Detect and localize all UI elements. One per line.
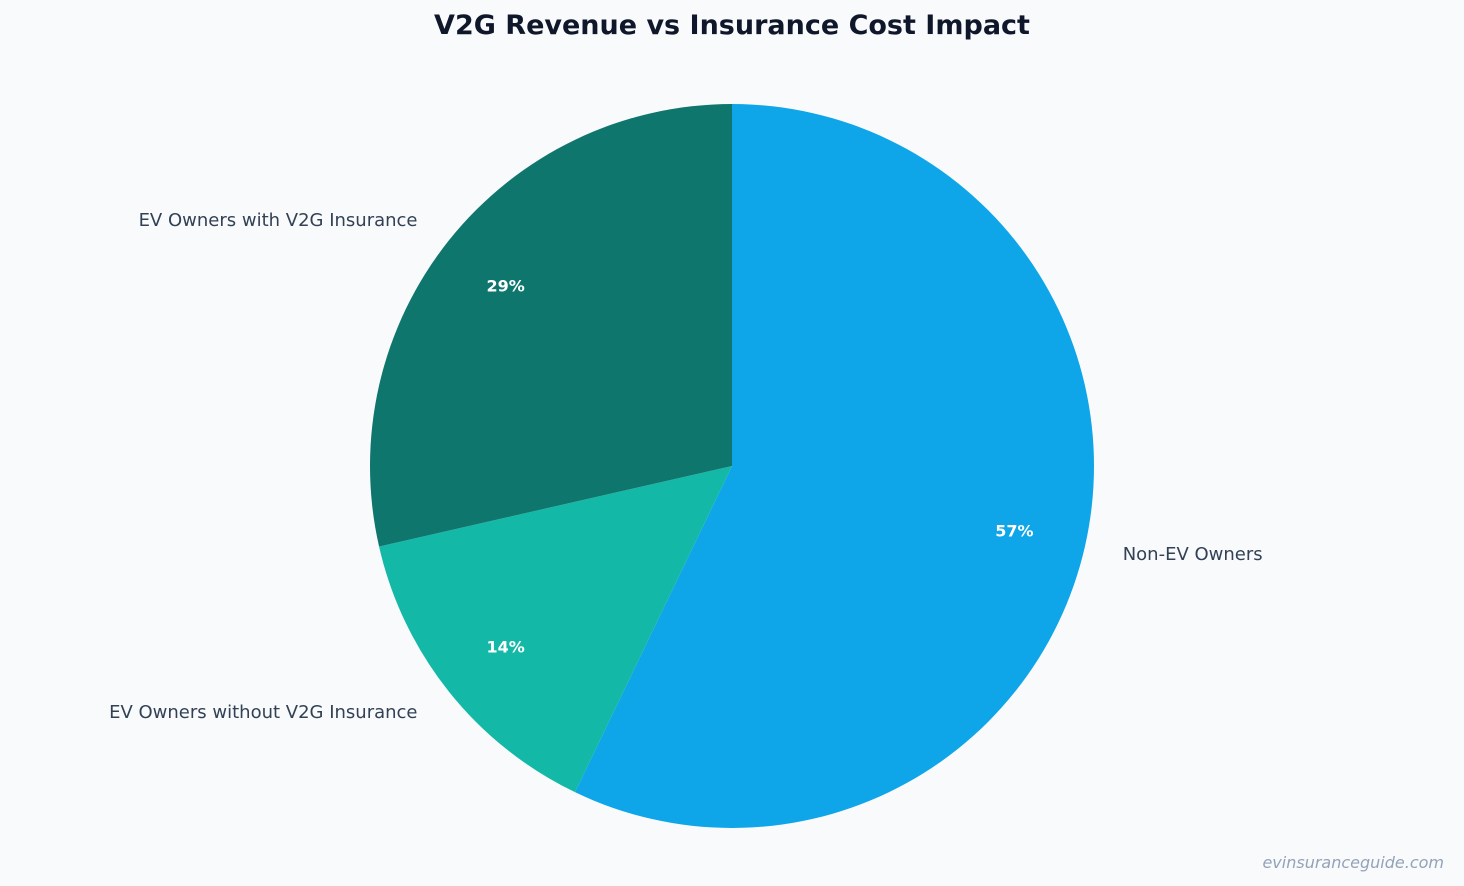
chart-title: V2G Revenue vs Insurance Cost Impact (434, 10, 1030, 41)
slice-percent-label: 57% (995, 521, 1033, 540)
slice-category-label: EV Owners with V2G Insurance (139, 210, 418, 231)
slice-category-label: EV Owners without V2G Insurance (109, 702, 417, 723)
watermark: evinsuranceguide.com (1262, 853, 1444, 872)
slice-percent-label: 29% (486, 276, 524, 295)
pie-slice (370, 104, 732, 547)
slice-category-label: Non-EV Owners (1123, 544, 1263, 565)
pie-slice (379, 466, 732, 793)
pie-slice (574, 104, 1094, 828)
slice-percent-label: 14% (486, 638, 524, 657)
